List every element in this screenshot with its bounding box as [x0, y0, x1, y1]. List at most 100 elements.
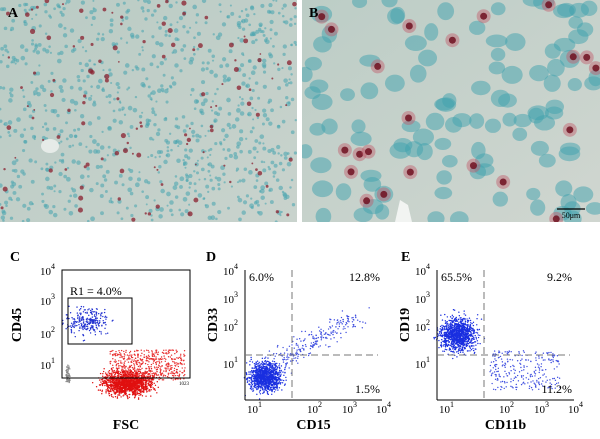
nucleus — [185, 175, 189, 179]
event — [105, 389, 106, 390]
event — [86, 326, 87, 327]
event — [128, 373, 129, 374]
stained-cell — [192, 48, 195, 51]
event — [324, 334, 325, 335]
nucleus — [220, 11, 222, 13]
event — [127, 367, 128, 368]
event — [134, 389, 135, 390]
nucleus — [142, 84, 146, 88]
event — [175, 349, 176, 350]
event — [140, 369, 141, 370]
nucleus — [30, 81, 33, 84]
stained-cell — [249, 88, 252, 91]
stained-cell — [277, 63, 279, 65]
event — [92, 309, 93, 310]
nucleus — [107, 154, 109, 156]
event — [273, 375, 274, 376]
nucleus — [64, 45, 68, 49]
x-axis-label: CD11b — [485, 418, 526, 433]
nucleus — [555, 180, 572, 196]
event — [100, 389, 101, 390]
event — [140, 382, 141, 383]
nucleus — [336, 183, 352, 200]
event — [274, 391, 275, 392]
stained-cell — [139, 121, 142, 124]
nucleus — [426, 113, 445, 131]
event — [156, 392, 157, 393]
nucleus — [207, 156, 209, 158]
stained-cell — [287, 60, 292, 65]
stained-cell — [162, 55, 166, 59]
nucleus — [290, 18, 293, 21]
nucleus — [184, 148, 187, 151]
nucleus — [48, 14, 51, 17]
stained-cell — [101, 157, 104, 160]
event — [146, 372, 147, 373]
event — [66, 366, 67, 367]
nucleus — [54, 161, 56, 163]
stained-cell — [286, 213, 289, 216]
event — [320, 329, 321, 330]
event — [276, 383, 277, 384]
nucleus — [151, 107, 154, 110]
nucleus — [263, 71, 266, 74]
nucleus — [251, 107, 253, 109]
nucleus — [284, 20, 288, 24]
nucleus — [60, 11, 63, 14]
event — [287, 353, 288, 354]
event — [262, 389, 263, 390]
stained-cell — [31, 8, 33, 10]
event — [251, 383, 252, 384]
event — [281, 389, 282, 390]
nucleus — [242, 54, 244, 56]
event — [270, 381, 271, 382]
event — [355, 315, 356, 316]
nucleus — [257, 97, 260, 100]
nucleus — [1, 215, 5, 219]
event — [128, 361, 129, 362]
event — [148, 379, 149, 380]
nucleus — [8, 98, 13, 103]
nucleus — [390, 142, 412, 158]
nucleus — [33, 90, 38, 95]
event — [111, 373, 112, 374]
event — [161, 365, 162, 366]
nucleus — [167, 146, 169, 148]
event — [98, 323, 99, 324]
event — [315, 341, 316, 342]
nucleus — [25, 62, 28, 65]
tick-base: 10 — [223, 359, 235, 371]
event — [267, 389, 268, 390]
event — [138, 394, 139, 395]
nucleus — [269, 54, 273, 58]
stained-cell — [67, 109, 70, 112]
event — [295, 353, 296, 354]
event — [122, 390, 123, 391]
nucleus — [141, 46, 143, 48]
stained-cell — [42, 139, 44, 141]
event — [264, 358, 265, 359]
nucleus — [23, 128, 26, 131]
event — [104, 317, 105, 318]
event — [129, 394, 130, 395]
nucleus — [207, 191, 209, 193]
nucleus — [282, 168, 285, 171]
event — [67, 381, 68, 382]
tick-base: 10 — [40, 266, 52, 278]
event — [260, 369, 261, 370]
event — [80, 314, 81, 315]
stained-cell — [198, 43, 203, 48]
tick-exp: 2 — [234, 318, 238, 327]
event — [163, 379, 164, 380]
event — [78, 314, 79, 315]
nucleus — [283, 152, 288, 157]
nucleus — [100, 194, 104, 198]
nucleus — [246, 13, 250, 17]
nucleus — [247, 113, 249, 115]
event — [256, 373, 257, 374]
nucleus — [239, 129, 243, 133]
event — [273, 358, 274, 359]
event — [90, 327, 91, 328]
event — [88, 321, 89, 322]
event — [128, 380, 129, 381]
